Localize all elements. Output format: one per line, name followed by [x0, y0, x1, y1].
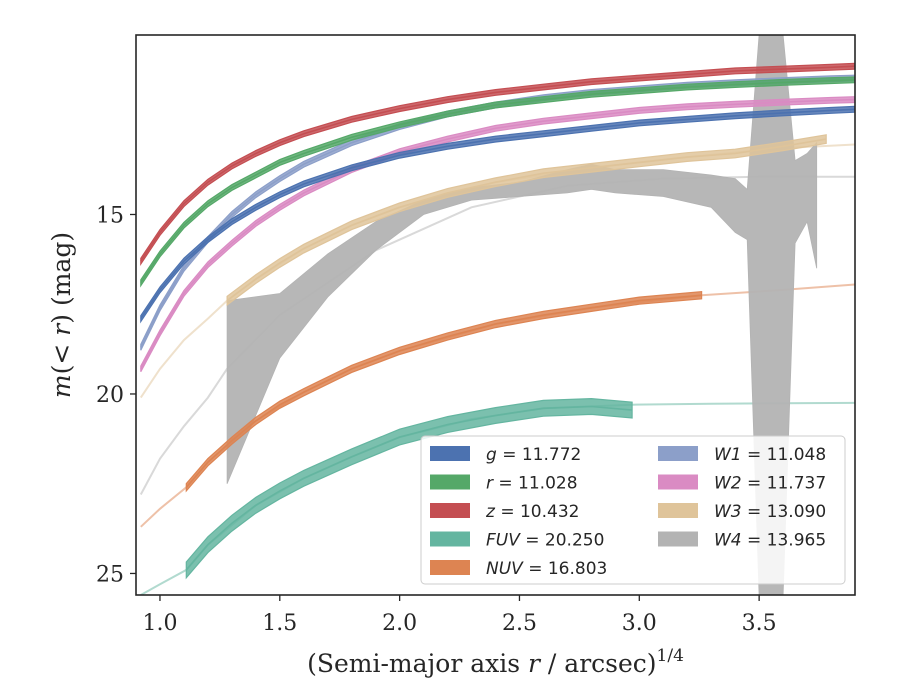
- y-tick-label: 20: [96, 383, 124, 408]
- legend: g = 11.772 r = 11.028 z = 10.432 FUV = 20.2…: [420, 435, 846, 585]
- legend-swatch-nuv: [430, 560, 470, 575]
- legend-swatch-w1: [658, 446, 698, 461]
- legend-swatch-w2: [658, 474, 698, 490]
- legend-label-w3: W3 = 13.090: [714, 502, 826, 522]
- series-nuv-band: [185, 291, 703, 493]
- x-tick-label: 3.0: [622, 611, 657, 636]
- legend-label-z: z = 10.432: [485, 502, 579, 522]
- x-axis-label: (Semi-major axis r / arcsec)1/4: [307, 646, 684, 678]
- legend-swatch-z: [430, 503, 470, 518]
- y-axis-label: m(< r) (mag): [47, 232, 76, 398]
- x-tick-label: 2.5: [502, 611, 537, 636]
- legend-label-w1: W1 = 11.048: [714, 445, 826, 465]
- legend-label-fuv: FUV = 20.250: [486, 531, 604, 551]
- series-r-line: [140, 79, 855, 284]
- series-w1-band: [140, 74, 855, 351]
- legend-swatch-r: [430, 474, 470, 490]
- legend-swatch-w4: [658, 531, 698, 547]
- series-g-band: [140, 105, 855, 324]
- x-tick-label: 3.5: [742, 611, 777, 636]
- series-nuv-line: [185, 294, 702, 488]
- x-tick-label: 1.5: [262, 611, 297, 636]
- series-w2-line: [140, 98, 855, 370]
- legend-swatch-g: [430, 446, 470, 461]
- x-tick-label: 2.0: [382, 611, 417, 636]
- legend-swatch-fuv: [430, 531, 470, 547]
- axes-layer: 1.0 1.5 2.0 2.5 3.0 3.5 15 20 25 (Semi-major axis…: [47, 34, 856, 678]
- y-tick-label: 15: [96, 203, 124, 228]
- series-r-band: [140, 76, 855, 288]
- series-w3-band: [226, 134, 827, 307]
- legend-label-nuv: NUV = 16.803: [486, 559, 607, 579]
- series-fuv-line: [185, 405, 633, 571]
- x-tick-label: 1.0: [142, 611, 177, 636]
- series-g-line: [140, 108, 855, 320]
- series-w2-band: [140, 96, 855, 372]
- legend-label-g: g = 11.772: [486, 445, 581, 465]
- series-band-layer: [140, 35, 855, 595]
- series-z-band: [140, 62, 855, 266]
- series-w3-line: [226, 138, 827, 302]
- legend-label-w4: W4 = 13.965: [714, 531, 826, 551]
- series-z-line: [140, 65, 855, 262]
- plot-frame: [135, 34, 856, 596]
- legend-label-r: r = 11.028: [486, 474, 578, 494]
- y-tick-label: 25: [96, 562, 124, 587]
- legend-label-w2: W2 = 11.737: [714, 474, 826, 494]
- legend-box: [420, 435, 846, 585]
- legend-swatch-w3: [658, 503, 698, 518]
